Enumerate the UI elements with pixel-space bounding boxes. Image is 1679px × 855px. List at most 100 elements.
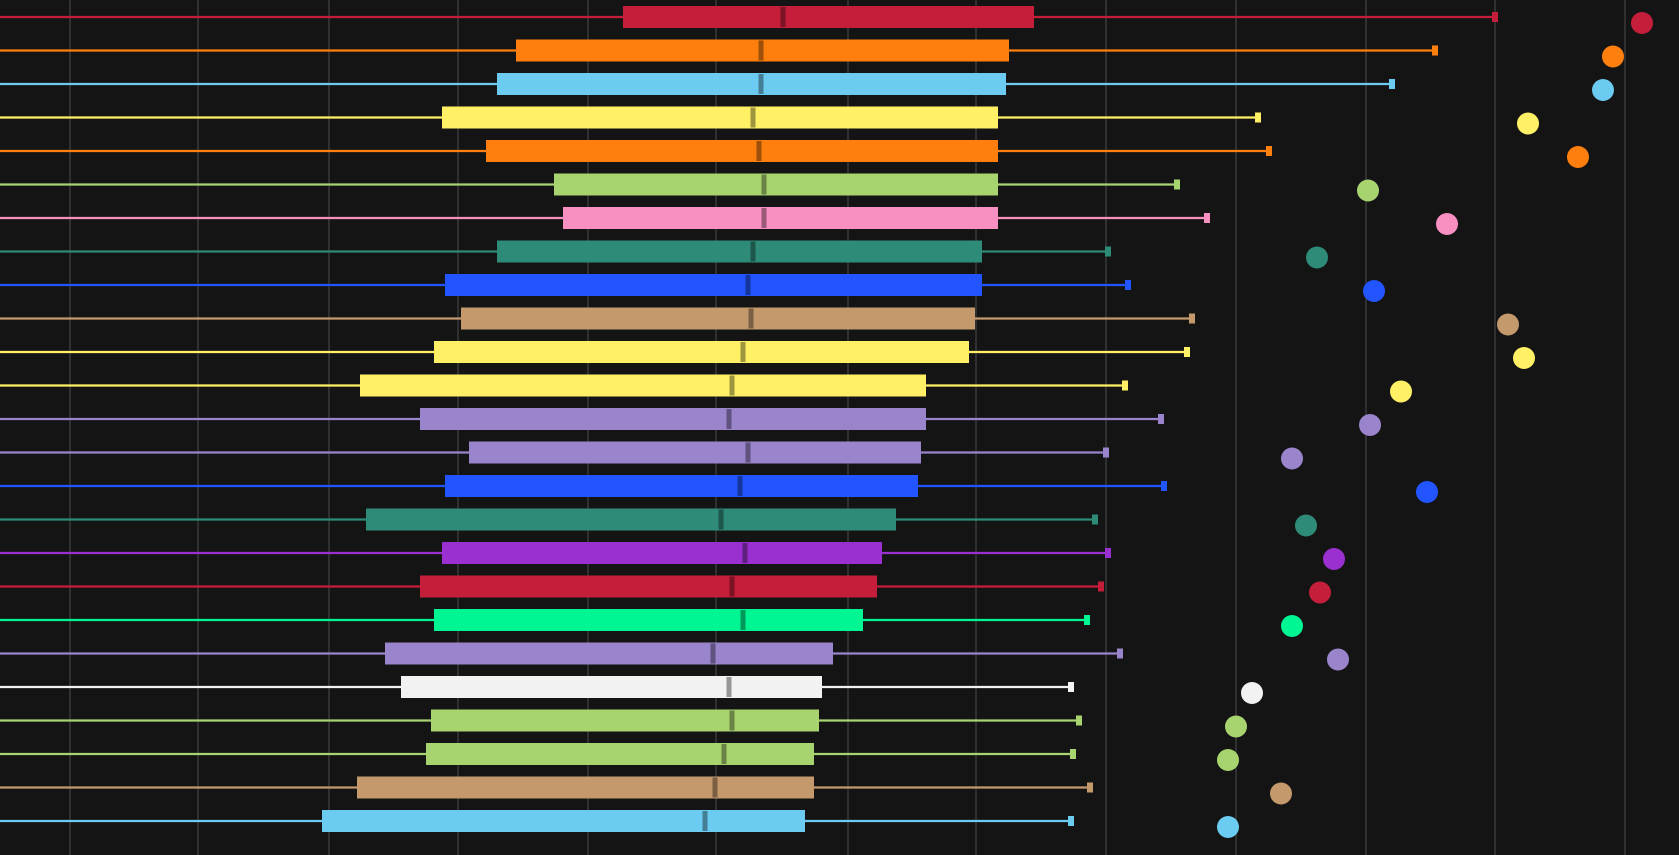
iqr-box bbox=[563, 207, 998, 229]
iqr-box bbox=[623, 6, 1034, 28]
whisker-cap bbox=[1204, 213, 1210, 223]
outlier-point-18 bbox=[1309, 581, 1331, 604]
outlier-point-9 bbox=[1363, 280, 1385, 302]
median-marker bbox=[780, 7, 786, 27]
outlier-point-11 bbox=[1513, 347, 1535, 369]
whisker-cap bbox=[1076, 715, 1082, 726]
box-row-8 bbox=[0, 240, 1111, 263]
median-marker bbox=[745, 442, 751, 463]
box-row-16 bbox=[0, 508, 1098, 531]
outlier-point-23 bbox=[1217, 749, 1239, 771]
iqr-box bbox=[385, 642, 833, 665]
median-marker bbox=[718, 509, 724, 530]
outlier-point-12 bbox=[1390, 380, 1412, 403]
box-row-24 bbox=[0, 776, 1093, 799]
median-marker bbox=[729, 710, 735, 731]
outlier-point-2 bbox=[1602, 45, 1624, 68]
box-row-10 bbox=[0, 307, 1195, 330]
median-marker bbox=[726, 409, 732, 429]
iqr-box bbox=[442, 542, 882, 564]
iqr-box bbox=[434, 609, 863, 631]
median-marker bbox=[737, 476, 743, 496]
iqr-box bbox=[445, 274, 982, 296]
box-row-20 bbox=[0, 642, 1123, 665]
iqr-box bbox=[442, 106, 998, 129]
median-marker bbox=[742, 543, 748, 563]
median-marker bbox=[758, 40, 764, 61]
box-row-15 bbox=[0, 475, 1167, 497]
box-row-11 bbox=[0, 341, 1190, 363]
box-row-14 bbox=[0, 441, 1109, 464]
box-row-12 bbox=[0, 374, 1128, 397]
outlier-point-24 bbox=[1270, 782, 1292, 805]
median-marker bbox=[702, 811, 708, 831]
box-row-9 bbox=[0, 274, 1131, 296]
whisker-cap bbox=[1189, 313, 1195, 324]
iqr-box bbox=[461, 307, 975, 330]
box-row-21 bbox=[0, 676, 1074, 698]
median-marker bbox=[750, 241, 756, 262]
median-marker bbox=[726, 677, 732, 697]
outlier-point-16 bbox=[1295, 514, 1317, 537]
iqr-box bbox=[497, 240, 982, 263]
box-row-17 bbox=[0, 542, 1111, 564]
outlier-point-15 bbox=[1416, 481, 1438, 503]
outlier-point-4 bbox=[1517, 112, 1539, 135]
whisker-cap bbox=[1125, 280, 1131, 290]
box-row-5 bbox=[0, 140, 1272, 162]
whisker-cap bbox=[1266, 146, 1272, 156]
whisker-cap bbox=[1184, 347, 1190, 357]
iqr-box bbox=[486, 140, 998, 162]
outlier-points bbox=[1217, 12, 1653, 838]
whisker-cap bbox=[1103, 447, 1109, 458]
outlier-point-1 bbox=[1631, 12, 1653, 34]
whisker-cap bbox=[1068, 816, 1074, 826]
median-marker bbox=[729, 576, 735, 597]
median-marker bbox=[721, 744, 727, 764]
median-marker bbox=[748, 308, 754, 329]
iqr-box bbox=[554, 173, 998, 196]
whisker-cap bbox=[1174, 179, 1180, 190]
box-row-19 bbox=[0, 609, 1090, 631]
box-row-1 bbox=[0, 6, 1498, 28]
box-row-3 bbox=[0, 73, 1395, 95]
median-marker bbox=[745, 275, 751, 295]
whisker-cap bbox=[1087, 782, 1093, 793]
whisker-cap bbox=[1084, 615, 1090, 625]
iqr-box bbox=[420, 575, 877, 598]
whisker-cap bbox=[1158, 414, 1164, 424]
box-row-4 bbox=[0, 106, 1261, 129]
outlier-point-7 bbox=[1436, 213, 1458, 235]
whisker-cap bbox=[1098, 581, 1104, 592]
iqr-box bbox=[420, 408, 926, 430]
outlier-point-13 bbox=[1359, 414, 1381, 436]
outlier-point-17 bbox=[1323, 548, 1345, 570]
iqr-box bbox=[366, 508, 896, 531]
whisker-cap bbox=[1389, 79, 1395, 89]
box-row-7 bbox=[0, 207, 1210, 229]
iqr-box bbox=[322, 810, 805, 832]
outlier-point-25 bbox=[1217, 816, 1239, 838]
outlier-point-8 bbox=[1306, 246, 1328, 269]
whisker-cap bbox=[1092, 514, 1098, 525]
median-marker bbox=[758, 74, 764, 94]
median-marker bbox=[761, 208, 767, 228]
outlier-point-20 bbox=[1327, 648, 1349, 671]
iqr-box bbox=[426, 743, 814, 765]
whisker-cap bbox=[1122, 380, 1128, 391]
box-row-25 bbox=[0, 810, 1074, 832]
whisker-cap bbox=[1432, 45, 1438, 56]
box-series-group bbox=[0, 6, 1498, 832]
iqr-box bbox=[469, 441, 921, 464]
median-marker bbox=[712, 777, 718, 798]
median-marker bbox=[729, 375, 735, 396]
outlier-point-5 bbox=[1567, 146, 1589, 168]
whisker-cap bbox=[1105, 548, 1111, 558]
outlier-point-14 bbox=[1281, 447, 1303, 470]
box-row-13 bbox=[0, 408, 1164, 430]
whisker-cap bbox=[1255, 112, 1261, 123]
box-row-18 bbox=[0, 575, 1104, 598]
outlier-point-21 bbox=[1241, 682, 1263, 704]
